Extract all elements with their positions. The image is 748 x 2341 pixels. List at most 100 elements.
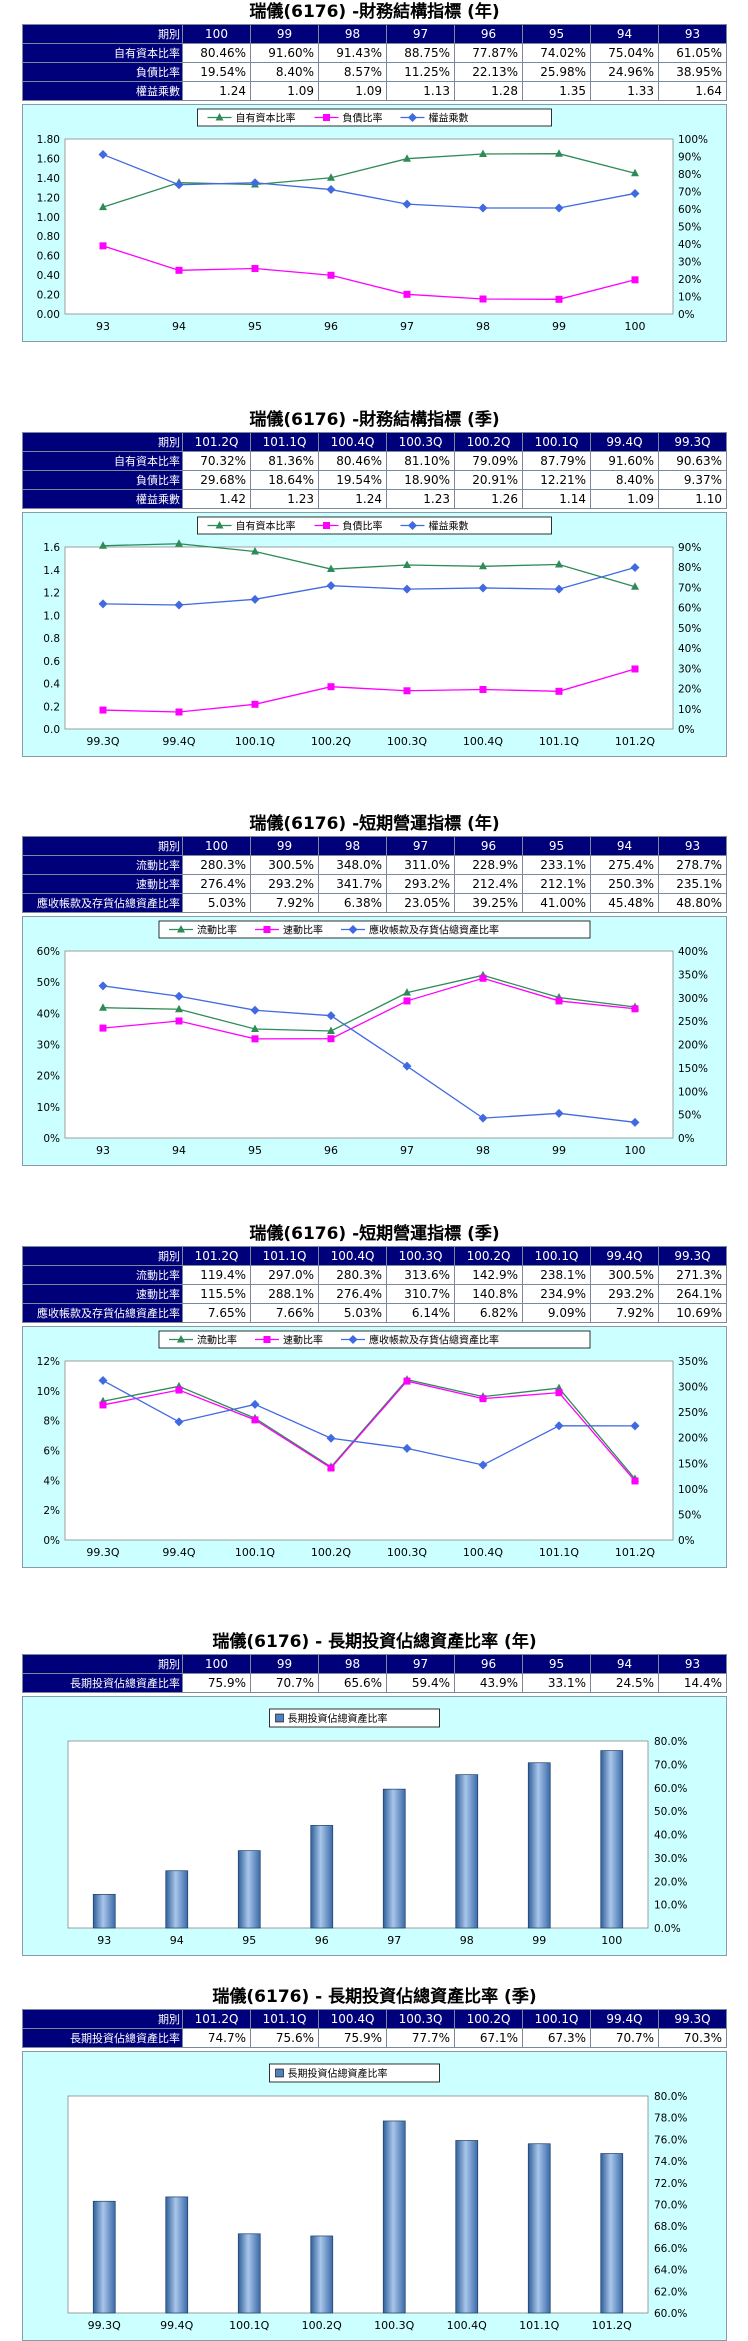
table-cell: 6.38% <box>318 893 387 913</box>
left-axis-tick: 0.20 <box>37 290 60 302</box>
left-axis-tick: 60% <box>37 946 60 958</box>
period-header: 101.1Q <box>250 1246 319 1266</box>
data-point-marker <box>326 185 336 195</box>
x-axis-tick: 98 <box>476 320 490 333</box>
left-axis-tick: 1.20 <box>37 192 60 204</box>
data-point-marker <box>408 521 417 530</box>
period-header: 100.3Q <box>386 2009 455 2029</box>
data-point-marker <box>403 687 411 695</box>
x-axis-tick: 100.3Q <box>387 735 427 748</box>
table-cell: 1.09 <box>318 81 387 101</box>
right-axis-tick: 350% <box>678 969 708 981</box>
series-square <box>99 242 639 303</box>
table-cell: 20.91% <box>454 470 523 490</box>
table-cell: 1.14 <box>522 489 591 509</box>
legend-label: 速動比率 <box>283 924 323 937</box>
line-chart: 流動比率 速動比率 應收帳款及存貨佔總資產比率 0% 2% 4% 6% 8% 10% 12% 0% 5… <box>22 1326 727 1568</box>
data-point-marker <box>251 1035 259 1043</box>
left-axis-tick: 8% <box>43 1416 60 1428</box>
right-axis-tick: 50% <box>678 222 701 234</box>
table-row: 負債比率 19.54% 8.40% 8.57% 11.25% 22.13% 25.98% 24… <box>22 62 727 82</box>
plot-area <box>64 1360 674 1541</box>
right-axis-tick: 90% <box>678 152 701 164</box>
x-axis-tick: 93 <box>96 1144 110 1157</box>
period-header: 100.1Q <box>522 1246 591 1266</box>
line-chart: 自有資本比率 負債比率 權益乘數 0.0 0.2 0.4 0.6 0.8 1.0 1.2 1.4 1.… <box>22 512 727 757</box>
period-header: 100.3Q <box>386 432 455 452</box>
table-cell: 7.92% <box>590 1303 659 1323</box>
series-diamond <box>98 150 640 213</box>
table-cell: 1.24 <box>318 489 387 509</box>
data-point-marker <box>554 1108 564 1118</box>
data-point-marker <box>478 203 488 213</box>
data-point-marker <box>327 173 335 181</box>
table-cell: 235.1% <box>658 874 727 894</box>
period-header: 99.4Q <box>590 2009 659 2029</box>
table-cell: 81.10% <box>386 451 455 471</box>
series-line <box>102 153 636 209</box>
data-point-marker <box>631 582 639 590</box>
x-axis-tick: 100.2Q <box>311 1546 351 1559</box>
right-axis-tick: 78.0% <box>654 2113 687 2125</box>
left-axis-tick: 0% <box>43 1133 60 1145</box>
data-point-marker <box>403 988 411 996</box>
table-header-row: 期別 101.2Q 101.1Q 100.4Q 100.3Q 100.2Q 100.1Q 99… <box>22 2009 727 2029</box>
table-cell: 5.03% <box>318 1303 387 1323</box>
table-cell: 8.57% <box>318 62 387 82</box>
left-axis-tick: 10% <box>37 1386 60 1398</box>
x-axis-tick: 99 <box>532 1934 546 1947</box>
left-axis-tick: 1.00 <box>37 212 60 224</box>
right-axis-tick: 60.0% <box>654 1783 687 1795</box>
left-axis-tick: 2% <box>43 1505 60 1517</box>
data-point-marker <box>175 266 183 274</box>
legend-swatch <box>275 1713 284 1723</box>
table-row: 自有資本比率 70.32% 81.36% 80.46% 81.10% 79.09% 87.7… <box>22 451 727 471</box>
bar <box>237 2233 261 2314</box>
data-point-marker <box>175 708 183 716</box>
data-point-marker <box>251 1024 259 1033</box>
x-axis-tick: 100.2Q <box>302 2319 342 2332</box>
bar <box>527 2143 551 2314</box>
table-cell: 18.90% <box>386 470 455 490</box>
row-label: 應收帳款及存貨佔總資產比率 <box>22 1303 183 1323</box>
series-diamond <box>98 562 640 610</box>
table-row: 長期投資佔總資產比率 74.7% 75.6% 75.9% 77.7% 67.1% 67.3%… <box>22 2028 727 2048</box>
row-label: 速動比率 <box>22 1284 183 1304</box>
data-point-marker <box>99 242 107 250</box>
data-point-marker <box>630 562 640 572</box>
x-axis-tick: 98 <box>460 1934 474 1947</box>
series-square <box>99 1377 639 1485</box>
data-table: 期別 101.2Q 101.1Q 100.4Q 100.3Q 100.2Q 100.1Q 99… <box>22 2009 727 2048</box>
right-axis-tick: 0% <box>678 1133 695 1145</box>
data-point-marker <box>326 1011 336 1021</box>
data-point-marker <box>555 997 563 1005</box>
left-axis-tick: 0.00 <box>37 309 60 321</box>
x-axis-tick: 100.1Q <box>235 735 275 748</box>
left-axis-tick: 0.6 <box>43 656 60 668</box>
table-cell: 19.54% <box>318 470 387 490</box>
period-header: 100 <box>182 836 251 856</box>
table-cell: 25.98% <box>522 62 591 82</box>
x-axis-tick: 100 <box>601 1934 622 1947</box>
legend-box <box>197 108 552 127</box>
right-axis-tick: 62.0% <box>654 2286 687 2298</box>
period-header: 100 <box>182 24 251 44</box>
data-point-marker <box>555 295 563 303</box>
period-header: 101.2Q <box>182 1246 251 1266</box>
table-cell: 8.40% <box>250 62 319 82</box>
data-table: 期別 101.2Q 101.1Q 100.4Q 100.3Q 100.2Q 100.1Q 99… <box>22 1246 727 1323</box>
left-axis-tick: 20% <box>37 1071 60 1083</box>
series-square <box>99 974 639 1043</box>
table-cell: 39.25% <box>454 893 523 913</box>
right-axis-tick: 60.0% <box>654 2308 687 2320</box>
data-point-marker <box>175 1386 183 1394</box>
table-cell: 70.7% <box>590 2028 659 2048</box>
table-cell: 70.7% <box>250 1673 319 1693</box>
chart-svg: 長期投資佔總資產比率 0.0% 10.0% 20.0% 30.0% 40.0% 50.0% 6… <box>67 1708 687 1947</box>
table-cell: 9.37% <box>658 470 727 490</box>
chart-legend: 長期投資佔總資產比率 <box>269 1708 440 1728</box>
table-header-row: 期別 100 99 98 97 96 95 94 93 <box>22 836 727 856</box>
bar-chart: 長期投資佔總資產比率 0.0% 10.0% 20.0% 30.0% 40.0% 50.0% 6… <box>22 1696 727 1956</box>
table-cell: 14.4% <box>658 1673 727 1693</box>
right-axis-tick: 200% <box>678 1040 708 1052</box>
